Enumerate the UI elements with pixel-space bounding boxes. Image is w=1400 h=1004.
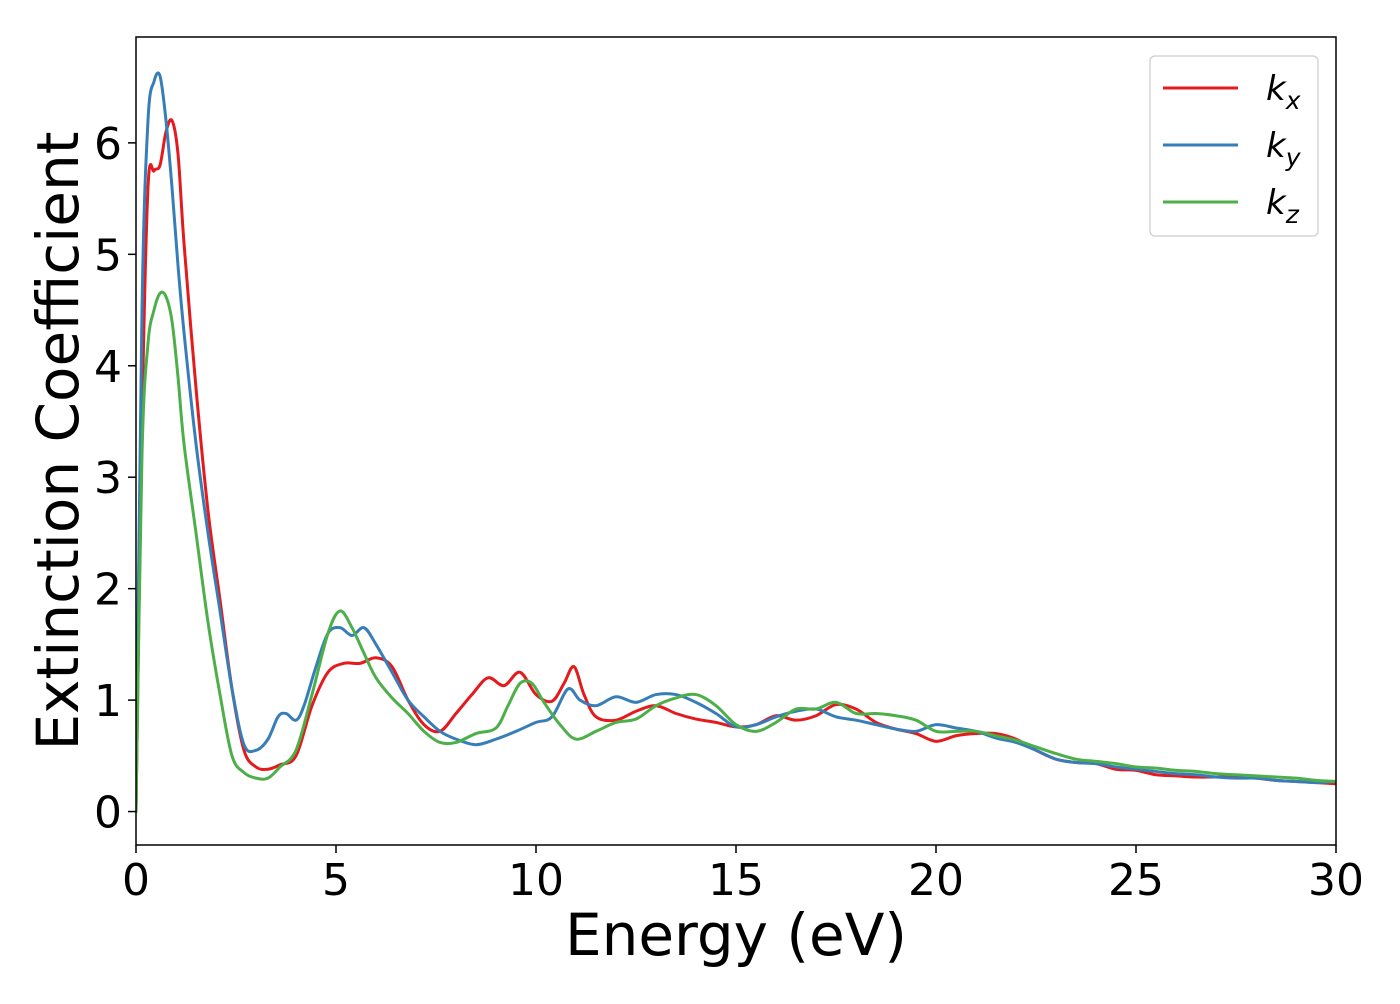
x-tick-label: 0 — [122, 855, 150, 906]
x-axis-label: Energy (eV) — [565, 901, 907, 969]
y-tick-label: 4 — [94, 342, 122, 393]
legend-label-kz: kz — [1266, 183, 1300, 229]
y-tick-label: 6 — [94, 119, 122, 170]
y-tick-label: 2 — [94, 565, 122, 616]
x-tick-label: 25 — [1108, 855, 1164, 906]
series-line-ky — [136, 71, 1336, 814]
y-tick-label: 1 — [94, 676, 122, 727]
y-axis-label: Extinction Coefficient — [24, 132, 92, 751]
x-tick-label: 5 — [322, 855, 350, 906]
legend-label-kx: kx — [1266, 69, 1301, 115]
legend-label-ky: ky — [1266, 126, 1302, 172]
y-tick-label: 5 — [94, 230, 122, 281]
x-axis-ticks: 0 5 10 15 20 25 30 — [122, 845, 1364, 906]
y-tick-label: 0 — [94, 788, 122, 839]
series-line-kz — [136, 290, 1336, 814]
y-axis-ticks: 0 1 2 3 4 5 6 — [94, 119, 136, 839]
x-tick-label: 30 — [1308, 855, 1364, 906]
series-layer — [136, 71, 1336, 814]
y-tick-label: 3 — [94, 453, 122, 504]
legend: kx ky kz — [1149, 55, 1319, 237]
x-tick-label: 15 — [708, 855, 764, 906]
x-tick-label: 20 — [908, 855, 964, 906]
x-tick-label: 10 — [508, 855, 564, 906]
